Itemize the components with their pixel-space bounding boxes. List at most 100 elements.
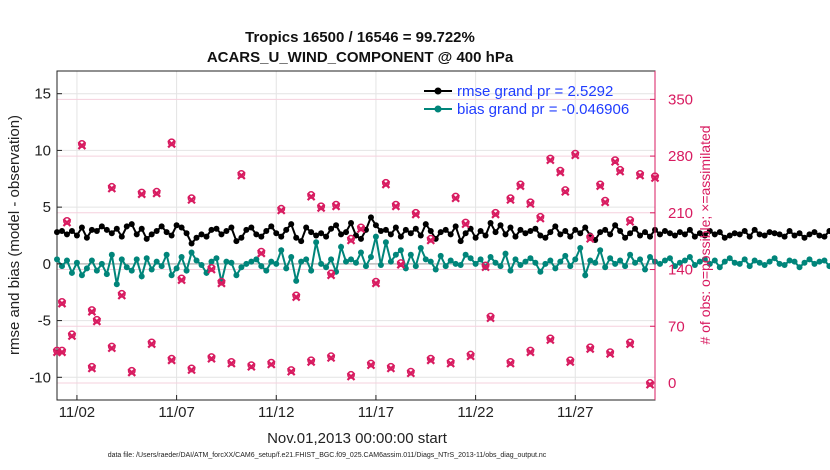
series-1-point-122 <box>661 257 668 264</box>
series-0-point-51 <box>308 229 315 236</box>
series-0-point-23 <box>168 232 175 239</box>
series-0-point-150 <box>801 234 808 241</box>
x-tick-label-0: 11/02 <box>59 404 95 421</box>
series-1-point-72 <box>412 263 419 270</box>
series-0-point-154 <box>821 233 828 240</box>
series-1-point-31 <box>208 258 215 265</box>
series-3-point-16 <box>257 249 266 258</box>
series-1-point-43 <box>268 258 275 265</box>
series-0-point-109 <box>597 229 604 236</box>
series-3-point-21 <box>326 270 336 280</box>
legend-bias-marker <box>434 105 442 113</box>
series-2-point-41 <box>561 186 570 195</box>
series-2-point-12 <box>187 194 196 203</box>
series-4-point-1 <box>68 330 76 339</box>
series-2-point-42 <box>571 149 580 158</box>
x-tick-label-4: 11/22 <box>457 404 493 421</box>
series-3-point-42 <box>570 150 580 160</box>
series-1-point-52 <box>313 239 320 246</box>
series-0-point-91 <box>507 224 514 231</box>
series-1-point-67 <box>387 258 394 265</box>
series-0-point-71 <box>407 230 414 237</box>
series-2 <box>53 138 659 355</box>
series-0-point-9 <box>98 223 105 230</box>
series-1-point-22 <box>163 251 170 258</box>
series-1-point-37 <box>238 264 245 271</box>
series-3-point-20 <box>316 203 326 213</box>
series-1-point-74 <box>422 256 429 263</box>
series-1-point-25 <box>178 254 185 261</box>
series-1-point-82 <box>462 251 469 258</box>
series-1-point-47 <box>288 254 295 261</box>
series-3-point-28 <box>396 260 406 269</box>
series-0-point-4 <box>73 232 80 239</box>
series-0-point-142 <box>761 232 768 239</box>
series-2-point-18 <box>292 291 301 300</box>
series-1-point-81 <box>457 261 464 268</box>
series-0-point-129 <box>696 230 703 237</box>
series-0-point-58 <box>343 229 350 236</box>
series-2-point-10 <box>167 138 176 147</box>
series-1-point-60 <box>353 259 359 266</box>
series-2-point-38 <box>536 212 545 221</box>
series-0-point-82 <box>462 230 469 237</box>
series-0-point-78 <box>442 226 449 233</box>
series-0-point-70 <box>402 226 409 233</box>
series-0-point-29 <box>198 231 205 238</box>
series-2-point-9 <box>152 187 161 196</box>
series-4-point-28 <box>606 348 615 357</box>
series-3-point-24 <box>356 224 366 234</box>
series-0-point-88 <box>492 229 499 236</box>
series-0-point-73 <box>417 232 424 239</box>
series-4-point-8 <box>207 353 216 362</box>
series-1-point-134 <box>721 258 728 265</box>
series-4-point-2 <box>87 362 96 371</box>
series-1-point-26 <box>183 267 190 274</box>
series-1-point-57 <box>338 243 345 250</box>
series-1-point-76 <box>432 266 439 273</box>
series-0-point-14 <box>123 223 130 230</box>
series-1-point-147 <box>786 257 793 264</box>
series-5-point-1 <box>67 331 77 341</box>
series-1-point-32 <box>213 255 220 262</box>
series-1-point-115 <box>627 251 634 258</box>
series-0-point-95 <box>527 227 534 234</box>
series-0-point-37 <box>238 234 245 241</box>
series-1-point-116 <box>632 259 639 266</box>
y2-tick-label-0: 0 <box>668 375 676 392</box>
series-2-point-19 <box>307 191 316 199</box>
series-2-point-11 <box>177 274 186 283</box>
series-1-point-62 <box>362 263 369 270</box>
series-1-point-108 <box>592 259 599 266</box>
series-5-point-18 <box>406 368 416 378</box>
series-1-point-12 <box>113 281 120 288</box>
y-axis-label: rmse and bias (model - observation) <box>6 115 23 355</box>
series-0-point-64 <box>372 222 379 229</box>
series-1-point-97 <box>537 268 544 275</box>
series-0-point-8 <box>93 227 100 234</box>
series-0-point-26 <box>183 230 190 237</box>
series-1-point-61 <box>357 249 364 256</box>
y-tick-label-3: 5 <box>43 199 51 216</box>
series-1-point-23 <box>168 272 175 279</box>
series-1-point-136 <box>731 259 738 266</box>
series-3-point-47 <box>615 167 625 176</box>
series-1-point-75 <box>427 258 434 265</box>
series-0-point-54 <box>323 233 330 240</box>
series-1-point-21 <box>158 263 165 270</box>
series-0-point-31 <box>208 226 215 233</box>
series-4-point-26 <box>566 356 575 365</box>
series-3 <box>52 139 660 357</box>
y-axis-left: -10 -5 0 5 10 15 <box>29 86 62 386</box>
series-0-point-134 <box>721 234 728 241</box>
series-2-point-45 <box>601 196 610 205</box>
series-0-point-38 <box>243 226 250 233</box>
y2-tick-label-5: 350 <box>668 91 693 108</box>
series-5-point-10 <box>247 362 256 372</box>
series-0-point-36 <box>233 238 240 245</box>
series-1-point-95 <box>527 255 534 262</box>
series-3-point-41 <box>561 187 570 197</box>
series-1-point-7 <box>88 257 95 264</box>
series-1-point-42 <box>263 267 270 274</box>
chart-subtitle: ACARS_U_WIND_COMPONENT @ 400 hPa <box>207 49 514 66</box>
